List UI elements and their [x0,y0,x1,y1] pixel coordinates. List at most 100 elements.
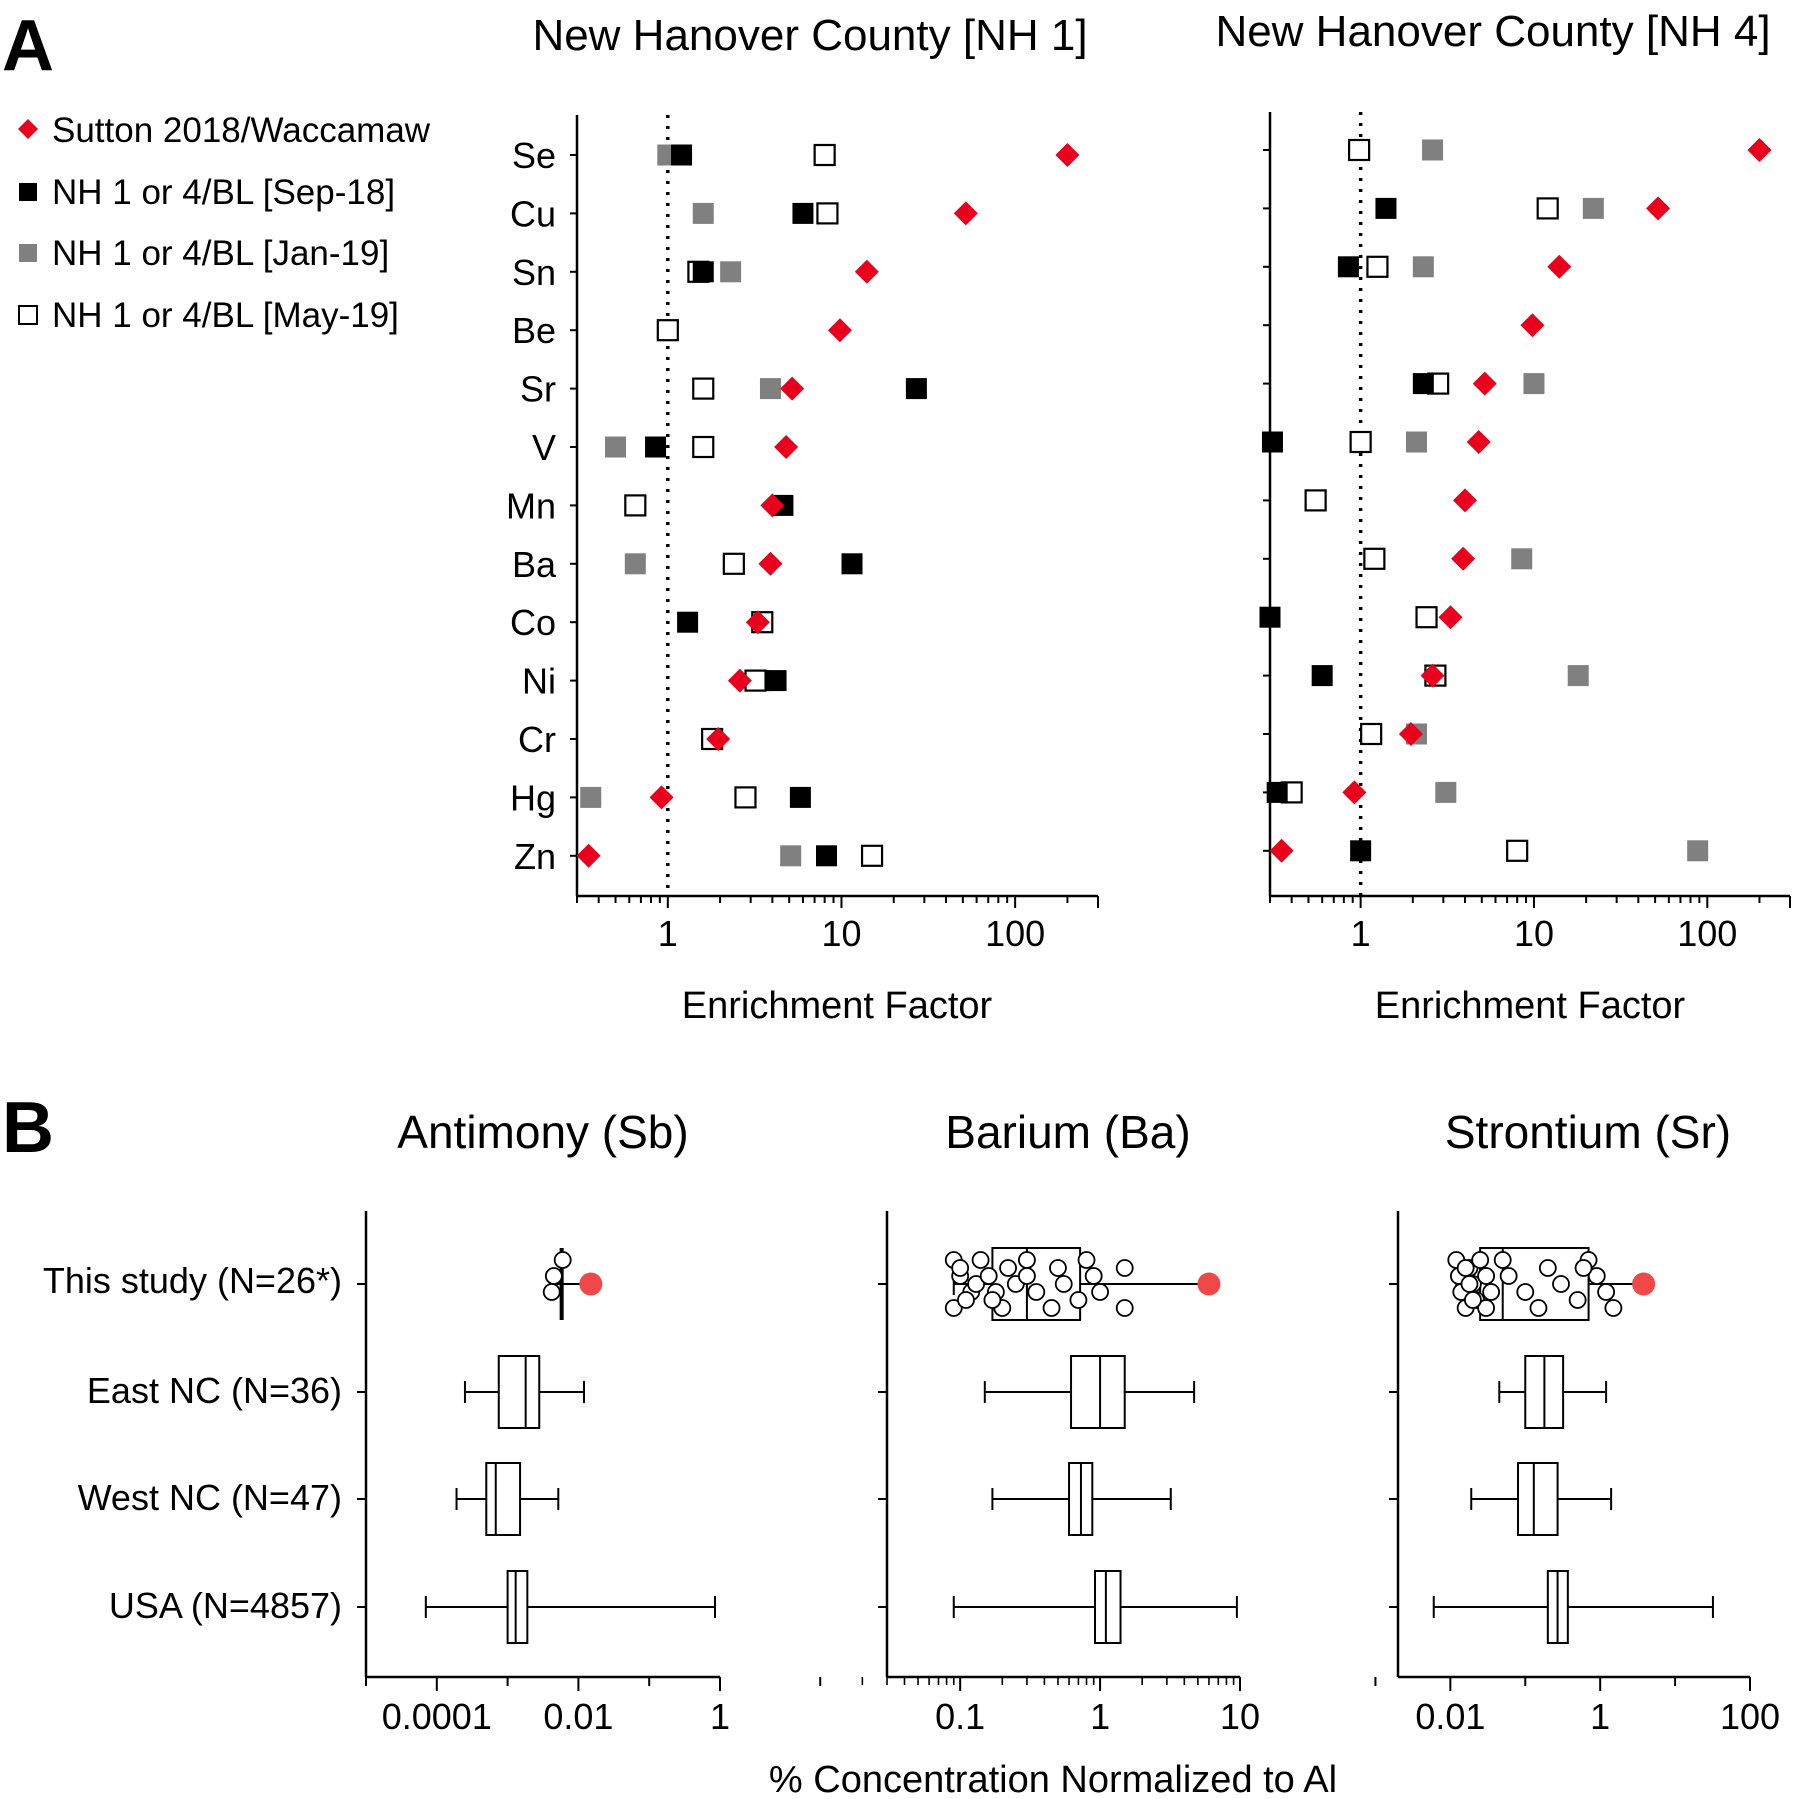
data-point-may19-cr [1360,722,1383,746]
sample-point-this-study [1482,1283,1501,1301]
data-point-sep18-ni [1311,665,1333,687]
data-point-jan19-sr [759,378,781,400]
category-label-be: Be [512,310,556,351]
data-point-jan19-hg [580,786,602,808]
data-point-sutton-ba [1451,546,1476,571]
legend-label-sep18: NH 1 or 4/BL [Sep-18] [52,173,395,212]
chart-title-nh4: New Hanover County [NH 4] [1215,7,1770,56]
x-axis-label-panel-b: % Concentration Normalized to Al [769,1759,1337,1799]
box-chart-antimony: Antimony (Sb) 0.0001 0.01 1 [357,1106,730,1737]
sample-point-this-study [1077,1251,1096,1269]
category-label-hg: Hg [510,777,556,818]
max-sample-point-this-study [1632,1272,1656,1296]
sample-point-this-study [1477,1299,1496,1317]
data-point-sep18-se [671,144,693,166]
x-tick-label: 0.0001 [382,1696,492,1737]
data-point-sutton-cr [706,727,731,751]
chart-title-strontium: Strontium (Sr) [1445,1106,1731,1158]
x-tick-label: 0.01 [1415,1696,1485,1737]
legend-marker-sep18 [19,183,37,201]
legend-marker-may19 [18,305,38,325]
x-tick-label: 10 [821,913,861,954]
category-label-zn: Zn [514,836,556,877]
data-point-sep18-sn [1337,256,1359,278]
category-label-mn: Mn [506,485,556,526]
group-label-west-nc: West NC (N=47) [78,1477,342,1518]
sample-point-this-study [1574,1259,1593,1277]
sample-point-this-study [1538,1259,1557,1277]
data-point-jan19-v [605,436,627,458]
sample-point-this-study [979,1267,998,1285]
chart-title-barium: Barium (Ba) [945,1106,1190,1158]
x-tick-label: 0.1 [935,1696,985,1737]
sample-point-this-study [1464,1291,1482,1309]
data-point-may19-mn [624,494,647,517]
sample-point-this-study [542,1283,561,1301]
sample-point-this-study [1471,1251,1490,1269]
box-chart-barium: Barium (Ba) 0.1 1 10 [819,1106,1260,1737]
data-point-may19-zn [860,844,884,867]
group-label-east-nc: East NC (N=36) [87,1370,342,1411]
data-point-jan19-ba [1511,548,1533,570]
data-point-jan19-sr [1523,373,1545,395]
data-point-sutton-be [827,318,852,343]
data-point-may19-ba [1363,547,1386,570]
data-point-sutton-zn [576,843,601,868]
category-label-sr: Sr [520,369,556,410]
data-point-sutton-ni [1420,663,1445,688]
panel-label-a: A [2,6,54,86]
x-tick-label: 1 [1351,913,1371,954]
sample-point-this-study [1115,1259,1134,1277]
data-point-may19-zn [1506,839,1529,862]
data-point-sutton-v [1466,430,1491,454]
sample-point-this-study [951,1259,970,1277]
chart-title-nh1: New Hanover County [NH 1] [532,11,1087,60]
sample-point-this-study [1069,1291,1088,1309]
data-point-sutton-mn [1452,488,1477,513]
sample-point-this-study [553,1251,572,1269]
data-point-sep18-zn [1350,840,1372,862]
x-tick-label: 10 [1514,913,1554,954]
data-point-sutton-cu [1646,196,1671,221]
data-point-sutton-hg [649,785,674,810]
data-point-sutton-se [1747,138,1772,162]
data-point-may19-hg [734,786,757,809]
data-point-sutton-co [745,610,770,635]
data-point-sep18-hg [789,786,811,808]
data-point-sutton-sr [780,376,805,401]
category-label-ba: Ba [512,544,557,585]
data-point-sep18-cu [1375,197,1397,219]
sample-point-this-study [1084,1267,1103,1285]
data-point-may19-co [1415,606,1438,629]
data-point-sutton-cu [953,201,978,226]
sample-point-this-study [944,1299,963,1317]
data-point-sutton-cr [1398,722,1423,746]
legend: Sutton 2018/Waccamaw NH 1 or 4/BL [Sep-1… [18,111,431,335]
sample-point-this-study [1018,1251,1036,1269]
chart-title-antimony: Antimony (Sb) [397,1106,688,1158]
sample-point-this-study [1027,1283,1046,1301]
sample-point-this-study [1499,1267,1518,1285]
data-point-sep18-co [1259,606,1281,628]
sample-point-this-study [1516,1283,1535,1301]
data-point-jan19-cu [1582,197,1604,219]
data-point-may19-ba [722,552,745,575]
x-axis-label-nh1: Enrichment Factor [682,985,993,1027]
category-label-sn: Sn [512,252,556,293]
data-point-jan19-zn [780,845,802,867]
data-point-may19-sr [692,377,715,400]
data-point-may19-v [1349,430,1372,454]
category-label-se: Se [512,135,556,176]
data-point-may19-sn [1366,255,1389,278]
sample-point-this-study [1460,1275,1479,1293]
data-point-may19-se [1348,138,1371,162]
data-point-jan19-cu [692,202,714,224]
data-point-sutton-sr [1472,371,1497,396]
data-point-sep18-cu [792,202,814,224]
panel-label-b: B [2,1088,54,1168]
sample-point-this-study [957,1291,975,1309]
data-point-may19-mn [1304,489,1327,512]
sample-point-this-study [1091,1283,1109,1301]
sample-point-this-study [1477,1267,1496,1285]
